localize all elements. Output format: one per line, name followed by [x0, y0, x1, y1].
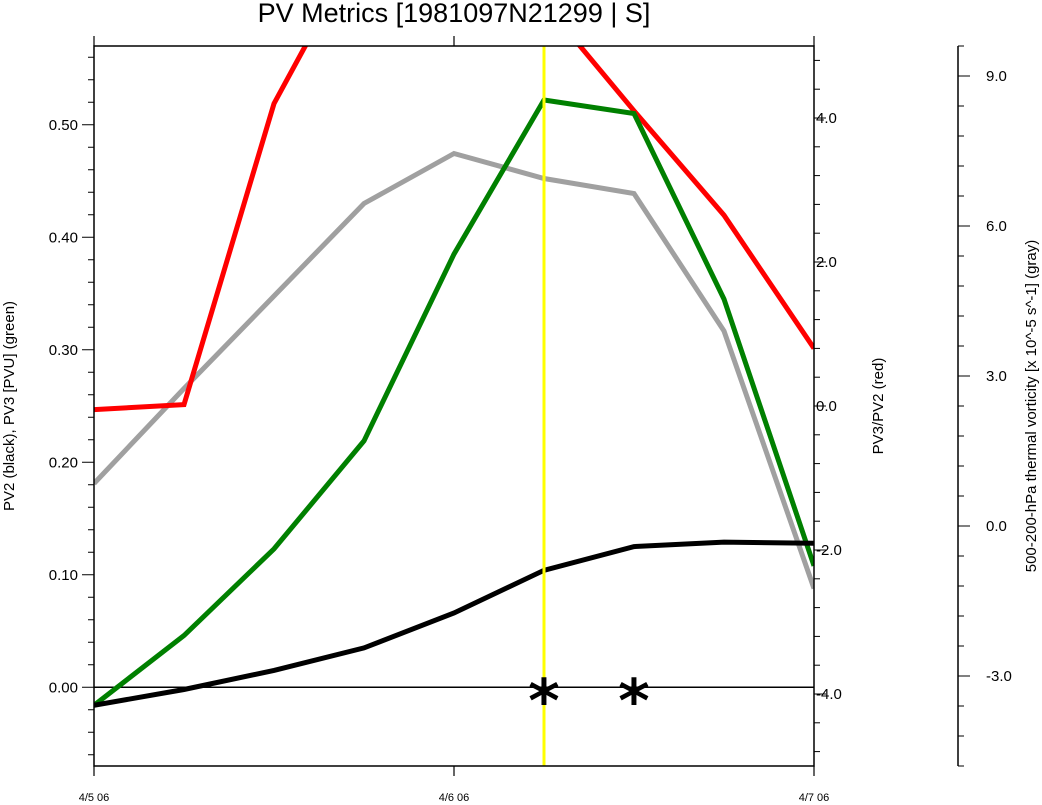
left-axis-tick-label: 0.40 — [49, 229, 78, 246]
pv3-green-line — [94, 97, 814, 708]
pv-ratio-red-line — [94, 46, 814, 413]
left-axis-tick-label: 0.10 — [49, 567, 78, 584]
x-tick-label: 4/7 06 — [799, 792, 830, 804]
right-axis-title: PV3/PV2 (red) — [870, 358, 887, 455]
left-axis-title: PV2 (black), PV3 [PVU] (green) — [1, 301, 18, 511]
x-tick-label: 4/5 06 — [79, 792, 110, 804]
right-axis-tick-label: -4.0 — [816, 686, 842, 703]
far-right-axis-tick-label: 9.0 — [986, 68, 1007, 85]
left-axis-tick-label: 0.20 — [49, 454, 78, 471]
far-right-axis-title: 500-200-hPa thermal vorticity [x 10^-5 s… — [1023, 240, 1040, 573]
right-axis-tick-label: 0.0 — [816, 398, 837, 415]
right-axis-tick-label: 2.0 — [816, 254, 837, 271]
left-axis-tick-label: 0.30 — [49, 342, 78, 359]
far-right-axis-tick-label: -3.0 — [986, 668, 1012, 685]
pv2-black-line — [94, 539, 814, 708]
far-right-axis-tick-label: 3.0 — [986, 368, 1007, 385]
right-axis-tick-label: -2.0 — [816, 542, 842, 559]
left-axis-tick-label: 0.50 — [49, 117, 78, 134]
star-marker: * — [528, 666, 559, 736]
thermal-vorticity-gray-line — [94, 150, 814, 590]
right-axis-tick-label: 4.0 — [816, 110, 837, 127]
far-right-axis-tick-label: 6.0 — [986, 218, 1007, 235]
left-axis-tick-label: 0.00 — [49, 679, 78, 696]
star-marker: * — [618, 666, 649, 736]
chart-title: PV Metrics [1981097N21299 | S] — [258, 0, 651, 28]
far-right-axis-tick-label: 0.0 — [986, 518, 1007, 535]
x-tick-label: 4/6 06 — [439, 792, 470, 804]
